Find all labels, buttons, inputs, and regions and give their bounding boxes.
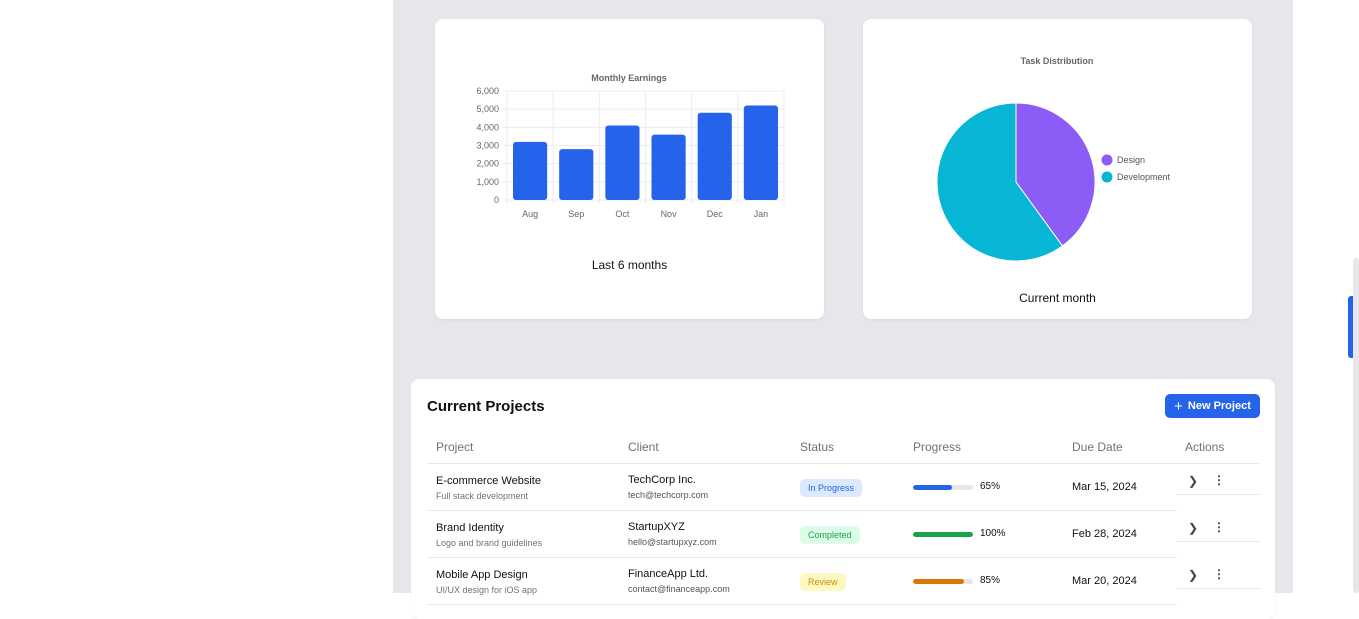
y-tick-label: 6,000: [476, 86, 499, 96]
bar-sep: [559, 149, 594, 200]
y-tick-label: 0: [494, 195, 499, 205]
earnings-card: Monthly Earnings 0 1,000 2,000 3,000 4,000 5,0…: [435, 19, 824, 319]
bar-dec: [697, 112, 732, 200]
table-row[interactable]: E-commerce Website Full stack development…: [411, 464, 1275, 511]
more-vertical-icon[interactable]: ⋮: [1213, 520, 1225, 534]
x-tick-label: Aug: [522, 209, 538, 219]
legend-swatch: [1101, 154, 1113, 166]
project-description: Full stack development: [436, 491, 529, 501]
progress-fill: [913, 579, 964, 584]
legend-label: Development: [1117, 172, 1171, 182]
y-tick-label: 1,000: [476, 177, 499, 187]
project-cell: Mobile App Design UI/UX design for iOS ap…: [436, 569, 537, 595]
row-divider: [427, 510, 1177, 511]
client-name: FinanceApp Ltd.: [628, 568, 709, 580]
due-date: Mar 15, 2024: [1072, 481, 1137, 493]
y-tick-label: 4,000: [476, 122, 499, 132]
header-actions: Actions: [1185, 440, 1225, 454]
x-tick-label: Dec: [707, 209, 724, 219]
header-divider: [427, 463, 1260, 464]
x-tick-label: Sep: [568, 209, 584, 219]
pie-slice-design: [1015, 102, 1096, 247]
progress-fill: [913, 532, 973, 537]
chevron-right-icon[interactable]: ❯: [1188, 474, 1199, 488]
progress-bar: [913, 485, 973, 490]
client-cell: TechCorp Inc. tech@techcorp.com: [628, 474, 708, 500]
bar-nov: [651, 134, 686, 200]
scrollbar-track[interactable]: [1353, 258, 1359, 593]
status-badge: Review: [800, 573, 846, 591]
progress-bar: [913, 532, 973, 537]
header-due-date[interactable]: Due Date: [1072, 440, 1123, 454]
progress-bar: [913, 579, 973, 584]
earnings-bar-chart: Monthly Earnings 0 1,000 2,000 3,000 4,000 5,0…: [476, 73, 785, 219]
legend-label: Design: [1117, 155, 1145, 165]
scrollbar-thumb[interactable]: [1348, 296, 1353, 358]
progress-percent: 100%: [980, 528, 1006, 539]
actions-cell: ❯ ⋮: [1177, 471, 1261, 495]
project-description: Logo and brand guidelines: [436, 538, 543, 548]
x-tick-label: Jan: [754, 209, 769, 219]
project-name: E-commerce Website: [436, 475, 541, 487]
actions-cell: ❯ ⋮: [1177, 565, 1261, 589]
y-tick-label: 5,000: [476, 104, 499, 114]
client-cell: FinanceApp Ltd. contact@financeapp.com: [628, 568, 730, 594]
project-description: UI/UX design for iOS app: [436, 585, 538, 595]
client-cell: StartupXYZ hello@startupxyz.com: [628, 521, 717, 547]
header-client[interactable]: Client: [628, 440, 659, 454]
y-tick-label: 2,000: [476, 159, 499, 169]
main-content: Monthly Earnings 0 1,000 2,000 3,000 4,000 5,0…: [393, 0, 1293, 619]
y-tick-label: 3,000: [476, 141, 499, 151]
earnings-caption: Last 6 months: [591, 258, 668, 272]
table-row[interactable]: Brand Identity Logo and brand guidelines …: [411, 511, 1275, 558]
project-name: Mobile App Design: [436, 569, 528, 581]
plus-icon: +: [1174, 397, 1183, 415]
client-email: hello@startupxyz.com: [628, 537, 717, 547]
legend-swatch: [1101, 171, 1113, 183]
client-email: contact@financeapp.com: [628, 584, 730, 594]
progress-percent: 85%: [980, 575, 1001, 586]
bar-jan: [743, 105, 778, 200]
progress-percent: 65%: [980, 481, 1001, 492]
client-email: tech@techcorp.com: [628, 490, 709, 500]
row-divider: [427, 557, 1177, 558]
chevron-right-icon[interactable]: ❯: [1188, 568, 1199, 582]
pie-slice-development: [936, 102, 1064, 262]
bar-aug: [513, 141, 548, 200]
project-cell: E-commerce Website Full stack development: [436, 475, 541, 501]
actions-cell: ❯ ⋮: [1177, 518, 1261, 542]
new-project-button[interactable]: + New Project: [1165, 394, 1260, 418]
header-project[interactable]: Project: [436, 440, 474, 454]
due-date: Mar 20, 2024: [1072, 575, 1137, 587]
chart-title: Task Distribution: [1021, 56, 1094, 66]
due-date: Feb 28, 2024: [1072, 528, 1137, 540]
more-vertical-icon[interactable]: ⋮: [1213, 567, 1225, 581]
x-tick-label: Nov: [661, 209, 678, 219]
project-name: Brand Identity: [436, 522, 504, 534]
projects-title: Current Projects: [427, 398, 545, 415]
distribution-caption: Current month: [1019, 291, 1096, 305]
chevron-right-icon[interactable]: ❯: [1188, 521, 1199, 535]
current-projects-card: Current Projects + New Project Project Cl…: [411, 379, 1275, 619]
new-project-label: New Project: [1187, 400, 1251, 412]
header-progress[interactable]: Progress: [913, 440, 962, 454]
bar-oct: [605, 125, 640, 200]
progress-fill: [913, 485, 952, 490]
row-divider: [427, 604, 1177, 605]
client-name: TechCorp Inc.: [628, 474, 696, 486]
x-tick-label: Oct: [615, 209, 630, 219]
status-badge: In Progress: [800, 479, 863, 497]
client-name: StartupXYZ: [628, 521, 685, 533]
table-row[interactable]: Mobile App Design UI/UX design for iOS ap…: [411, 558, 1275, 605]
chart-title: Monthly Earnings: [591, 73, 667, 83]
project-cell: Brand Identity Logo and brand guidelines: [436, 522, 542, 548]
status-badge: Completed: [800, 526, 860, 544]
task-pie-chart: Task Distribution Design Development: [936, 56, 1171, 262]
more-vertical-icon[interactable]: ⋮: [1213, 473, 1225, 487]
header-status[interactable]: Status: [800, 440, 835, 454]
task-distribution-card: Task Distribution Design Development Curre…: [863, 19, 1252, 319]
